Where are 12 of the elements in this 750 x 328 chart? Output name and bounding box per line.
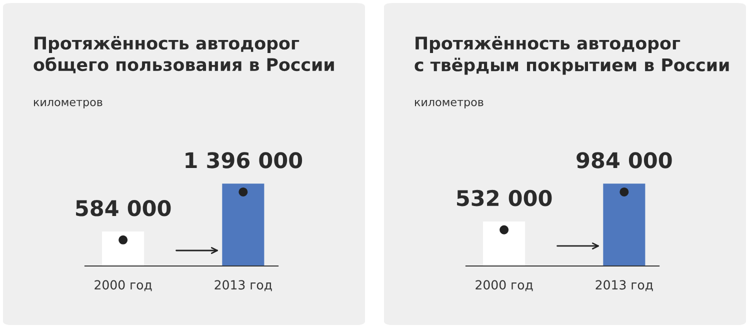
- x-tick-label: 2000 год: [476, 280, 533, 292]
- chart-title: Протяжённость автодорог с твёрдым покрытием в России: [414, 36, 729, 75]
- data-label: 1 396 000: [186, 152, 302, 168]
- x-tick-label: 2000 год: [94, 280, 152, 292]
- chart-subtitle: километров: [34, 100, 102, 108]
- data-label: 584 000: [76, 200, 171, 216]
- chart-title: Протяжённость автодорог общего пользования в России: [34, 36, 334, 74]
- data-label: 532 000: [457, 190, 552, 206]
- x-tick-label: 2013 год: [596, 280, 653, 292]
- chart-subtitle: километров: [415, 100, 484, 108]
- data-label: 984 000: [576, 152, 672, 168]
- x-tick-label: 2013 год: [214, 280, 272, 292]
